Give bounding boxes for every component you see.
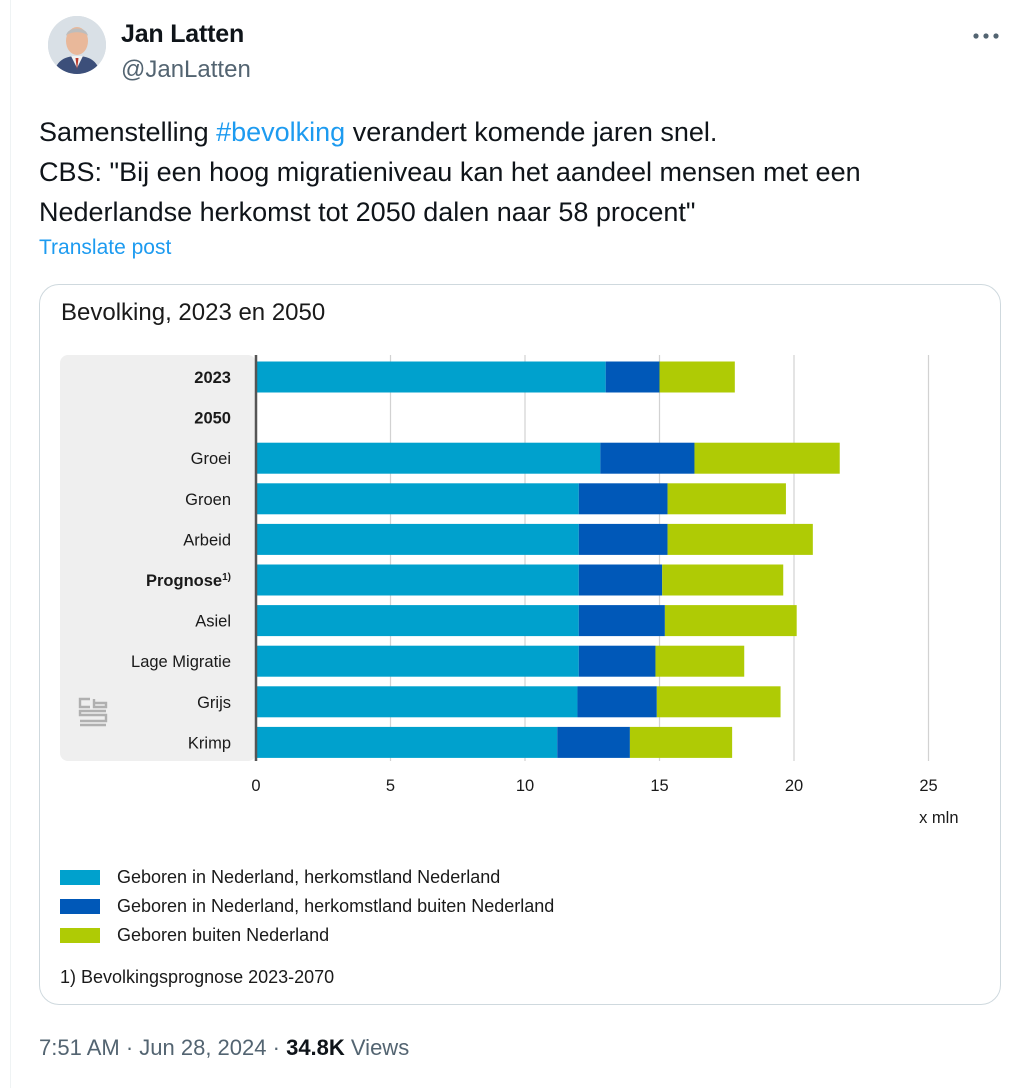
bar-segment [256,605,579,637]
hashtag-link[interactable]: #bevolking [216,117,346,147]
post-text-before: Samenstelling [39,117,217,147]
views-label: Views [344,1035,410,1060]
legend-item: Geboren in Nederland, herkomstland buite… [60,892,554,921]
bar-segment [629,726,733,758]
legend-label: Geboren in Nederland, herkomstland buite… [117,896,555,916]
post-date[interactable]: Jun 28, 2024 [139,1035,267,1060]
cbs-logo-icon [78,697,108,727]
avatar[interactable] [48,16,106,74]
post-text-line-2: CBS: "Bij een hoog migratieniveau kan he… [39,157,861,187]
category-label: Krimp [188,734,231,752]
avatar-image [48,16,106,74]
category-label: Groen [185,491,231,509]
chart-title: Bevolking, 2023 en 2050 [61,299,326,326]
category-label: Arbeid [183,531,231,549]
bar-segment [656,686,781,718]
x-axis-label: x mln [919,809,958,827]
legend-label: Geboren in Nederland, herkomstland Neder… [117,867,501,887]
x-tick-label: 10 [516,777,534,795]
legend-item: Geboren buiten Nederland [60,921,554,950]
bar-segment [577,686,657,718]
bar-segment [578,483,668,515]
translate-post-link[interactable]: Translate post [39,236,172,259]
bar-segment [578,645,656,677]
category-label: Grijs [197,694,231,712]
bar-chart: 20232050GroeiGroenArbeidPrognose1)AsielL… [60,355,959,827]
chart-legend: Geboren in Nederland, herkomstland Neder… [60,863,554,950]
legend-swatch [60,899,100,914]
bar-segment [605,361,660,393]
bar-segment [694,442,840,474]
category-label: Groei [191,450,231,468]
bar-segment [256,442,601,474]
category-label: Lage Migratie [131,653,231,671]
meta-separator: · [266,1035,287,1060]
media-card[interactable]: Bevolking, 2023 en 2050 2023 2050 Groei Gro… [39,284,1001,1005]
bar-segment [662,564,784,596]
bar-segment [655,645,745,677]
footnote-marker: 1) [222,572,231,583]
x-tick-label: 20 [785,777,803,795]
post-text: Samenstelling #bevolking verandert komen… [39,112,999,232]
legend-swatch [60,928,100,943]
category-label: 2050 [194,410,231,428]
more-dots-icon [973,33,999,39]
bar-segment [256,361,606,393]
bar-segment [557,726,630,758]
post-time[interactable]: 7:51 AM [39,1035,120,1060]
bar-segment [256,564,579,596]
views-count[interactable]: 34.8K [286,1035,345,1060]
legend-item: Geboren in Nederland, herkomstland Neder… [60,863,554,892]
bar-segment [600,442,695,474]
more-options-button[interactable] [968,20,1004,52]
timeline-border [10,0,11,1088]
bar-segment [667,483,786,515]
bar-segment [256,645,579,677]
post-meta: 7:51 AM · Jun 28, 2024 · 34.8K Views [39,1035,409,1061]
bar-segment [256,686,578,718]
x-tick-label: 15 [650,777,668,795]
x-tick-label: 0 [251,777,260,795]
bar-segment [256,726,558,758]
bar-segment [578,605,665,637]
bar-segment [578,523,668,555]
bar-segment [578,564,663,596]
x-tick-label: 5 [386,777,395,795]
author-name[interactable]: Jan Latten [121,20,245,48]
category-label: 2023 [194,369,231,387]
post-text-line-3: Nederlandse herkomst tot 2050 dalen naar… [39,197,696,227]
chart-footnote: 1) Bevolkingsprognose 2023-2070 [60,967,335,987]
author-handle[interactable]: @JanLatten [121,56,251,83]
category-label: Asiel [195,613,231,631]
bar-segment [667,523,813,555]
x-tick-label: 25 [919,777,937,795]
bar-segment [664,605,797,637]
legend-swatch [60,870,100,885]
bar-segment [256,483,579,515]
bar-segment [256,523,579,555]
category-label-panel [60,355,256,761]
meta-separator: · [119,1035,140,1060]
legend-label: Geboren buiten Nederland [117,925,330,945]
bar-segment [659,361,735,393]
post-text-after: verandert komende jaren snel. [345,117,718,147]
post-text-line-1: Samenstelling #bevolking verandert komen… [39,112,999,152]
category-label: Prognose1) [146,572,231,590]
